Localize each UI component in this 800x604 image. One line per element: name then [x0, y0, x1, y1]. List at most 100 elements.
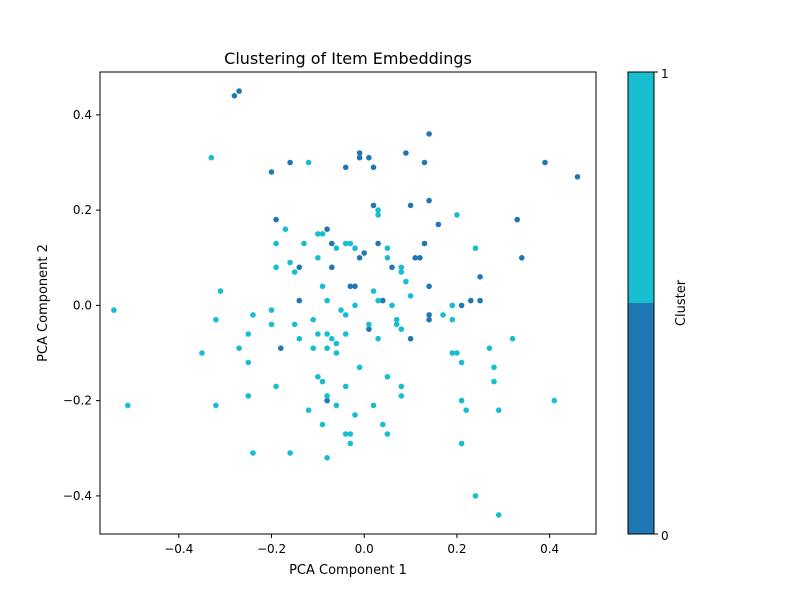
data-point-cluster-0 [421, 159, 428, 166]
data-point-cluster-0 [356, 154, 363, 161]
data-point-cluster-1 [268, 321, 275, 328]
x-axis-label: PCA Component 1 [289, 563, 407, 578]
data-point-cluster-1 [333, 402, 340, 409]
data-point-cluster-1 [333, 340, 340, 347]
data-point-cluster-1 [491, 378, 497, 385]
data-point-cluster-0 [519, 254, 525, 261]
colorbar-segment-0 [628, 303, 654, 534]
data-point-cluster-1 [315, 231, 321, 237]
data-point-cluster-1 [393, 321, 400, 328]
x-tick-label: −0.2 [257, 542, 286, 556]
data-point-cluster-0 [403, 150, 409, 156]
data-point-cluster-0 [435, 221, 442, 228]
chart-title: Clustering of Item Embeddings [224, 49, 472, 68]
data-point-cluster-1 [245, 359, 252, 366]
data-point-cluster-1 [301, 240, 307, 247]
data-point-cluster-1 [449, 350, 456, 356]
data-point-cluster-1 [370, 402, 377, 409]
data-point-cluster-1 [305, 159, 312, 166]
data-point-cluster-1 [454, 350, 460, 356]
data-point-cluster-1 [495, 512, 502, 518]
data-point-cluster-1 [319, 378, 326, 385]
plot-area [100, 72, 596, 534]
data-point-cluster-1 [287, 259, 293, 266]
data-point-cluster-1 [324, 393, 330, 399]
data-point-cluster-0 [324, 226, 330, 232]
data-point-cluster-1 [315, 331, 321, 337]
data-point-cluster-1 [375, 207, 381, 213]
data-point-cluster-1 [347, 440, 354, 447]
data-point-cluster-0 [426, 197, 432, 204]
y-tick-label: −0.4 [63, 489, 92, 503]
data-point-cluster-0 [477, 297, 483, 304]
x-tick-label: 0.0 [355, 542, 374, 556]
data-point-cluster-1 [338, 307, 344, 313]
data-point-cluster-0 [366, 326, 372, 333]
data-point-cluster-1 [319, 421, 326, 428]
data-point-cluster-1 [398, 326, 405, 333]
data-point-cluster-1 [315, 254, 321, 261]
data-point-cluster-1 [375, 335, 381, 342]
data-point-cluster-0 [514, 216, 520, 223]
x-axis-ticks: −0.4 −0.2 0.0 0.2 0.4 [164, 534, 559, 556]
data-point-cluster-1 [208, 154, 215, 161]
colorbar-frame [627, 71, 655, 535]
data-point-cluster-1 [273, 264, 279, 271]
data-point-cluster-0 [278, 345, 284, 352]
data-point-cluster-1 [268, 307, 275, 313]
data-point-cluster-1 [393, 316, 400, 323]
data-point-cluster-0 [347, 283, 354, 290]
data-point-cluster-1 [273, 383, 279, 390]
data-point-cluster-1 [384, 431, 391, 437]
data-point-cluster-1 [324, 297, 330, 304]
data-point-cluster-1 [389, 302, 395, 309]
plot-frame [99, 71, 597, 535]
data-point-cluster-0 [426, 283, 432, 290]
colorbar-segment-1 [628, 72, 654, 303]
y-tick-label: 0.2 [73, 203, 92, 217]
data-point-cluster-0 [370, 202, 377, 209]
data-point-cluster-1 [449, 302, 456, 309]
data-point-cluster-1 [305, 407, 312, 414]
data-point-cluster-1 [199, 350, 205, 356]
data-point-cluster-1 [282, 226, 289, 232]
data-point-cluster-1 [250, 312, 256, 318]
data-point-cluster-1 [342, 431, 349, 437]
data-point-cluster-1 [324, 345, 330, 352]
data-point-cluster-0 [407, 202, 414, 209]
data-point-cluster-1 [329, 335, 335, 342]
colorbar: 1 0 Cluster [627, 67, 689, 543]
data-point-cluster-0 [324, 397, 330, 404]
x-tick-label: 0.2 [447, 542, 466, 556]
data-point-cluster-1 [384, 245, 391, 251]
data-point-cluster-1 [342, 383, 349, 390]
data-point-cluster-0 [468, 297, 474, 304]
data-point-cluster-1 [384, 254, 391, 261]
data-point-cluster-1 [111, 307, 117, 313]
data-point-cluster-1 [352, 412, 358, 418]
data-point-cluster-1 [440, 312, 446, 318]
data-point-cluster-0 [296, 264, 303, 271]
data-point-cluster-1 [125, 402, 131, 409]
data-point-cluster-1 [324, 455, 330, 461]
data-point-cluster-0 [407, 335, 414, 342]
data-point-cluster-0 [380, 297, 386, 304]
data-point-cluster-1 [342, 331, 349, 337]
data-point-cluster-1 [291, 269, 298, 275]
data-point-cluster-1 [509, 335, 516, 342]
data-point-cluster-1 [319, 231, 326, 237]
data-point-cluster-1 [495, 407, 502, 414]
data-point-cluster-1 [472, 245, 479, 251]
data-point-cluster-1 [472, 493, 479, 499]
data-point-cluster-1 [403, 278, 409, 285]
data-point-cluster-1 [463, 407, 470, 414]
data-point-cluster-0 [273, 216, 279, 223]
data-point-cluster-0 [356, 150, 363, 156]
x-tick-label: 0.4 [540, 542, 559, 556]
data-point-cluster-0 [329, 264, 335, 271]
data-point-cluster-0 [268, 169, 275, 175]
data-point-cluster-1 [319, 283, 326, 290]
data-point-cluster-1 [342, 240, 349, 247]
data-point-cluster-1 [310, 345, 317, 352]
